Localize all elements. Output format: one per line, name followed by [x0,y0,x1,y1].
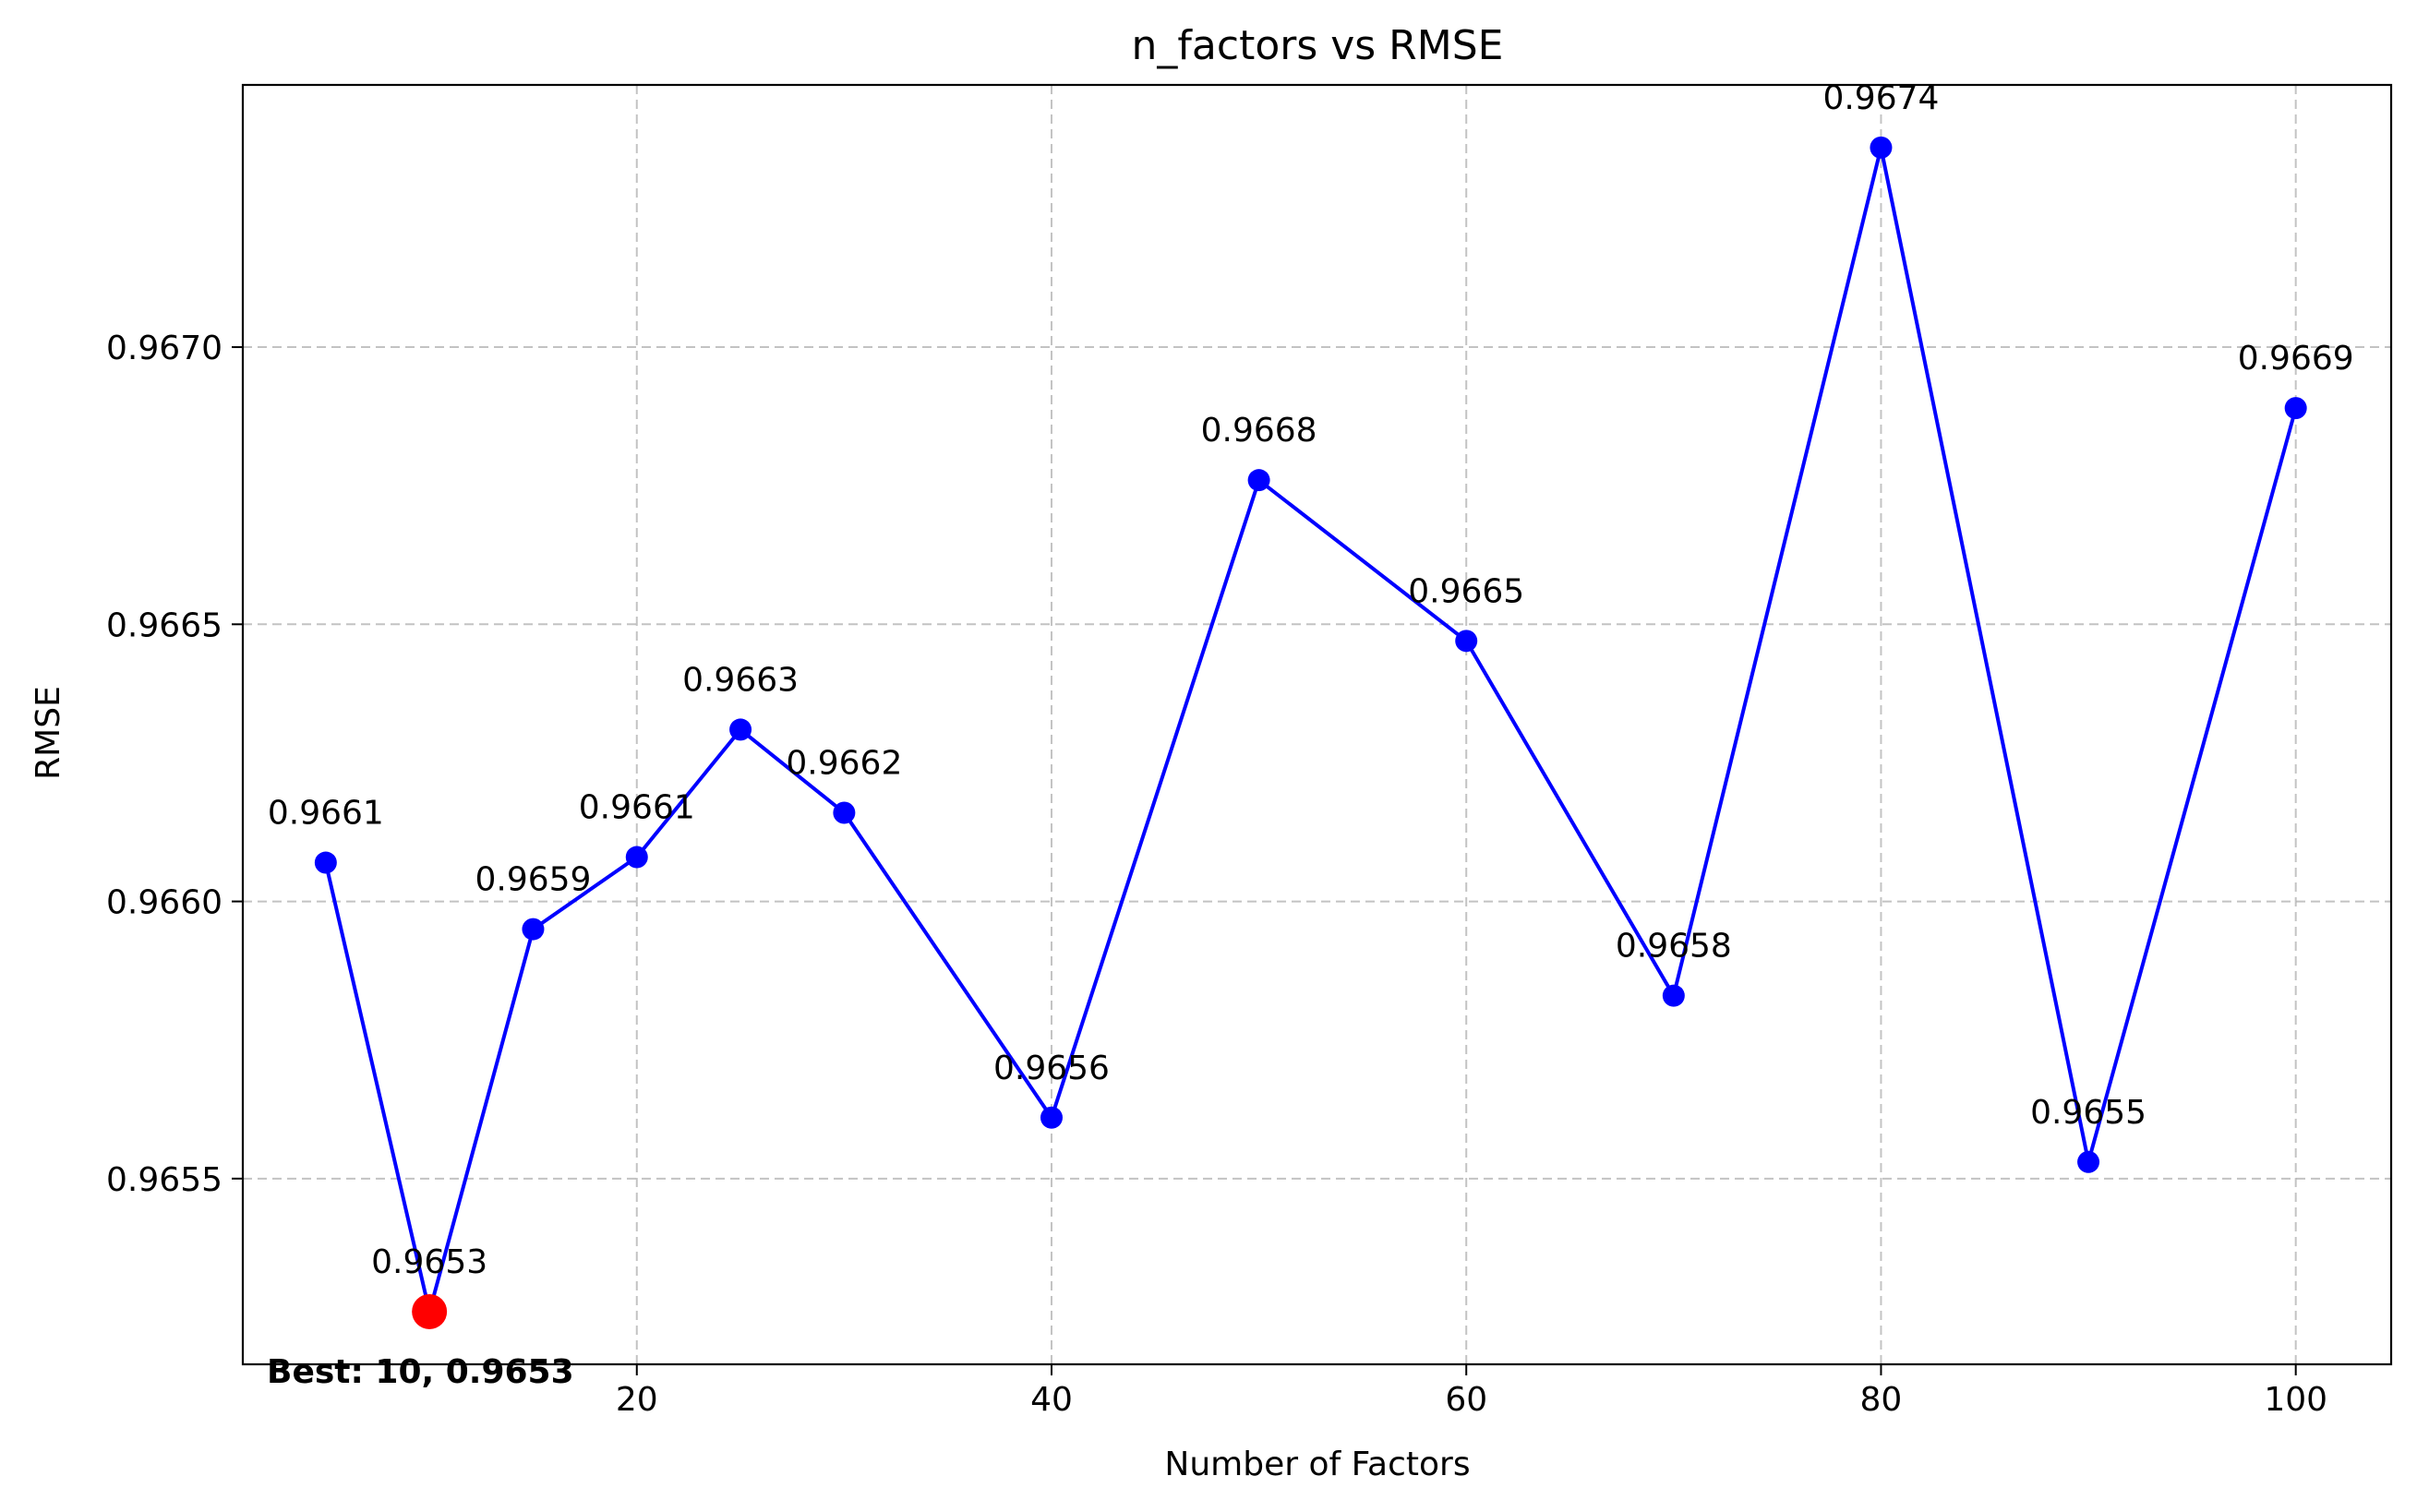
y-tick-label: 0.9670 [106,330,222,367]
x-tick-label: 60 [1445,1381,1487,1419]
best-point-marker [412,1293,448,1329]
x-tick-label: 80 [1860,1381,1903,1419]
chart-title: n_factors vs RMSE [1132,22,1504,69]
data-label: 0.9665 [1408,572,1524,610]
data-labels: 0.9661 0.9653 0.9659 0.9661 0.9663 0.9662 0.96… [268,79,2354,1281]
data-point [625,846,648,869]
x-tick-label: 100 [2264,1381,2327,1419]
data-label: 0.9668 [1201,412,1317,450]
grid [243,85,2391,1364]
data-point [314,851,337,874]
data-label: 0.9661 [268,795,384,833]
y-tick-label: 0.9665 [106,606,222,644]
data-label: 0.9662 [786,744,902,782]
data-point [729,718,752,741]
data-label: 0.9656 [993,1050,1110,1087]
data-label: 0.9653 [371,1243,487,1281]
best-annotation: Best: 10, 0.9653 [267,1353,574,1391]
y-axis-label: RMSE [30,686,67,780]
data-point [522,918,545,941]
y-tick-label: 0.9655 [106,1161,222,1199]
series-rmse [314,136,2307,1329]
data-point [1455,630,1478,653]
data-point [1247,469,1270,492]
plot-area-frame [241,83,2393,1366]
x-tick-label: 40 [1030,1381,1073,1419]
data-point [1662,984,1685,1007]
x-axis-label: Number of Factors [1164,1446,1470,1483]
y-tick-label: 0.9660 [106,884,222,922]
data-label: 0.9663 [682,661,799,699]
data-label: 0.9669 [2238,340,2354,378]
data-point [2284,397,2307,420]
data-point [2077,1150,2100,1173]
data-point [833,801,856,824]
data-label: 0.9658 [1616,928,1732,966]
data-label: 0.9661 [579,789,695,827]
data-label: 0.9659 [475,861,591,899]
data-point [1870,136,1893,159]
axis-ticks: 20 40 60 80 100 0.9655 0.9660 0.9665 0.9670 [106,330,2327,1419]
x-tick-label: 20 [616,1381,658,1419]
data-point [1040,1106,1063,1129]
data-label: 0.9655 [2030,1094,2146,1132]
